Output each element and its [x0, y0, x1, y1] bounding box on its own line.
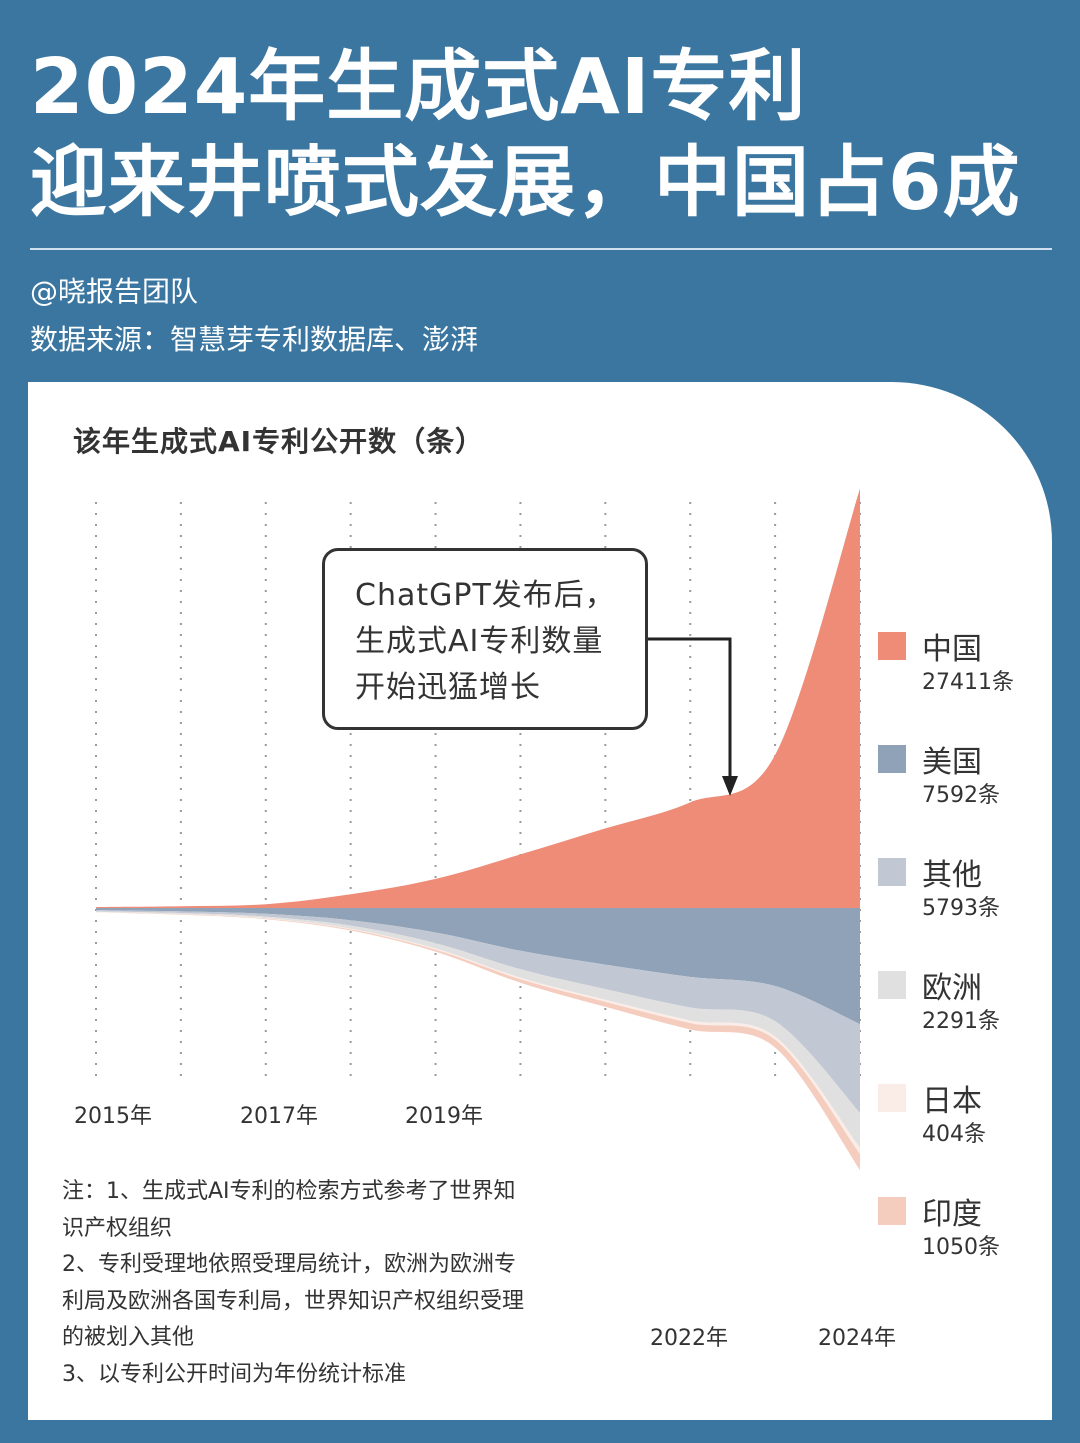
x-tick-label: 2015年	[74, 1104, 152, 1129]
legend-label: 中国	[922, 632, 982, 667]
legend-swatch	[878, 858, 906, 886]
author: @晓报告团队	[30, 275, 199, 308]
x-tick-label: 2022年	[650, 1326, 728, 1351]
headline-line-2: 迎来井喷式发展，中国占6成	[30, 139, 1021, 228]
footnote-line: 的被划入其他	[62, 1325, 195, 1350]
legend-count: 2291条	[922, 1009, 1000, 1034]
legend-swatch	[878, 745, 906, 773]
footnote-line: 识产权组织	[62, 1215, 173, 1241]
callout-line-1: ChatGPT发布后，	[355, 578, 616, 613]
headline-line-1: 2024年生成式AI专利	[30, 43, 807, 132]
legend-swatch	[878, 971, 906, 999]
legend-swatch	[878, 632, 906, 660]
data-source: 数据来源：智慧芽专利数据库、澎湃	[30, 323, 479, 356]
legend-count: 5793条	[922, 896, 1000, 921]
area-中国	[96, 488, 860, 908]
footnote-line: 注：1、生成式AI专利的检索方式参考了世界知	[62, 1179, 516, 1204]
legend-label: 美国	[922, 745, 982, 780]
footnote-line: 2、专利受理地依照受理局统计，欧洲为欧洲专	[62, 1252, 516, 1277]
chatgpt-callout: ChatGPT发布后， 生成式AI专利数量 开始迅猛增长	[322, 548, 648, 730]
footnote-line: 3、以专利公开时间为年份统计标准	[62, 1361, 406, 1387]
area-欧洲	[96, 911, 860, 1148]
chart-card: 该年生成式AI专利公开数（条） ChatGPT发布后， 生成式AI专利数量 开始…	[28, 382, 1052, 1420]
x-tick-label: 2017年	[240, 1104, 318, 1129]
area-其他	[96, 910, 860, 1113]
streamgraph	[95, 488, 861, 1171]
callout-line-2: 生成式AI专利数量	[355, 624, 604, 659]
legend-label: 印度	[922, 1197, 982, 1232]
legend-label: 日本	[922, 1084, 982, 1119]
legend-count: 1050条	[922, 1235, 1000, 1260]
legend-swatch	[878, 1197, 906, 1225]
footnotes: 注：1、生成式AI专利的检索方式参考了世界知 识产权组织 2、专利受理地依照受理…	[62, 1174, 592, 1393]
legend-count: 7592条	[922, 783, 1000, 808]
chart-title: 该年生成式AI专利公开数（条）	[73, 425, 485, 458]
area-美国	[96, 908, 860, 1025]
legend-label: 其他	[922, 858, 982, 893]
callout-arrow	[648, 637, 732, 780]
x-tick-label: 2019年	[405, 1104, 483, 1129]
legend-swatch	[878, 1084, 906, 1112]
x-tick-label: 2024年	[818, 1326, 896, 1351]
arrow-head	[722, 776, 738, 796]
legend-count: 27411条	[922, 670, 1014, 695]
legend-count: 404条	[922, 1122, 986, 1147]
headline: 2024年生成式AI专利 迎来井喷式发展，中国占6成	[30, 40, 1060, 232]
divider	[30, 248, 1052, 250]
legend-label: 欧洲	[922, 971, 982, 1006]
footnote-line: 利局及欧洲各国专利局，世界知识产权组织受理	[62, 1288, 525, 1314]
callout-line-3: 开始迅猛增长	[355, 670, 541, 705]
